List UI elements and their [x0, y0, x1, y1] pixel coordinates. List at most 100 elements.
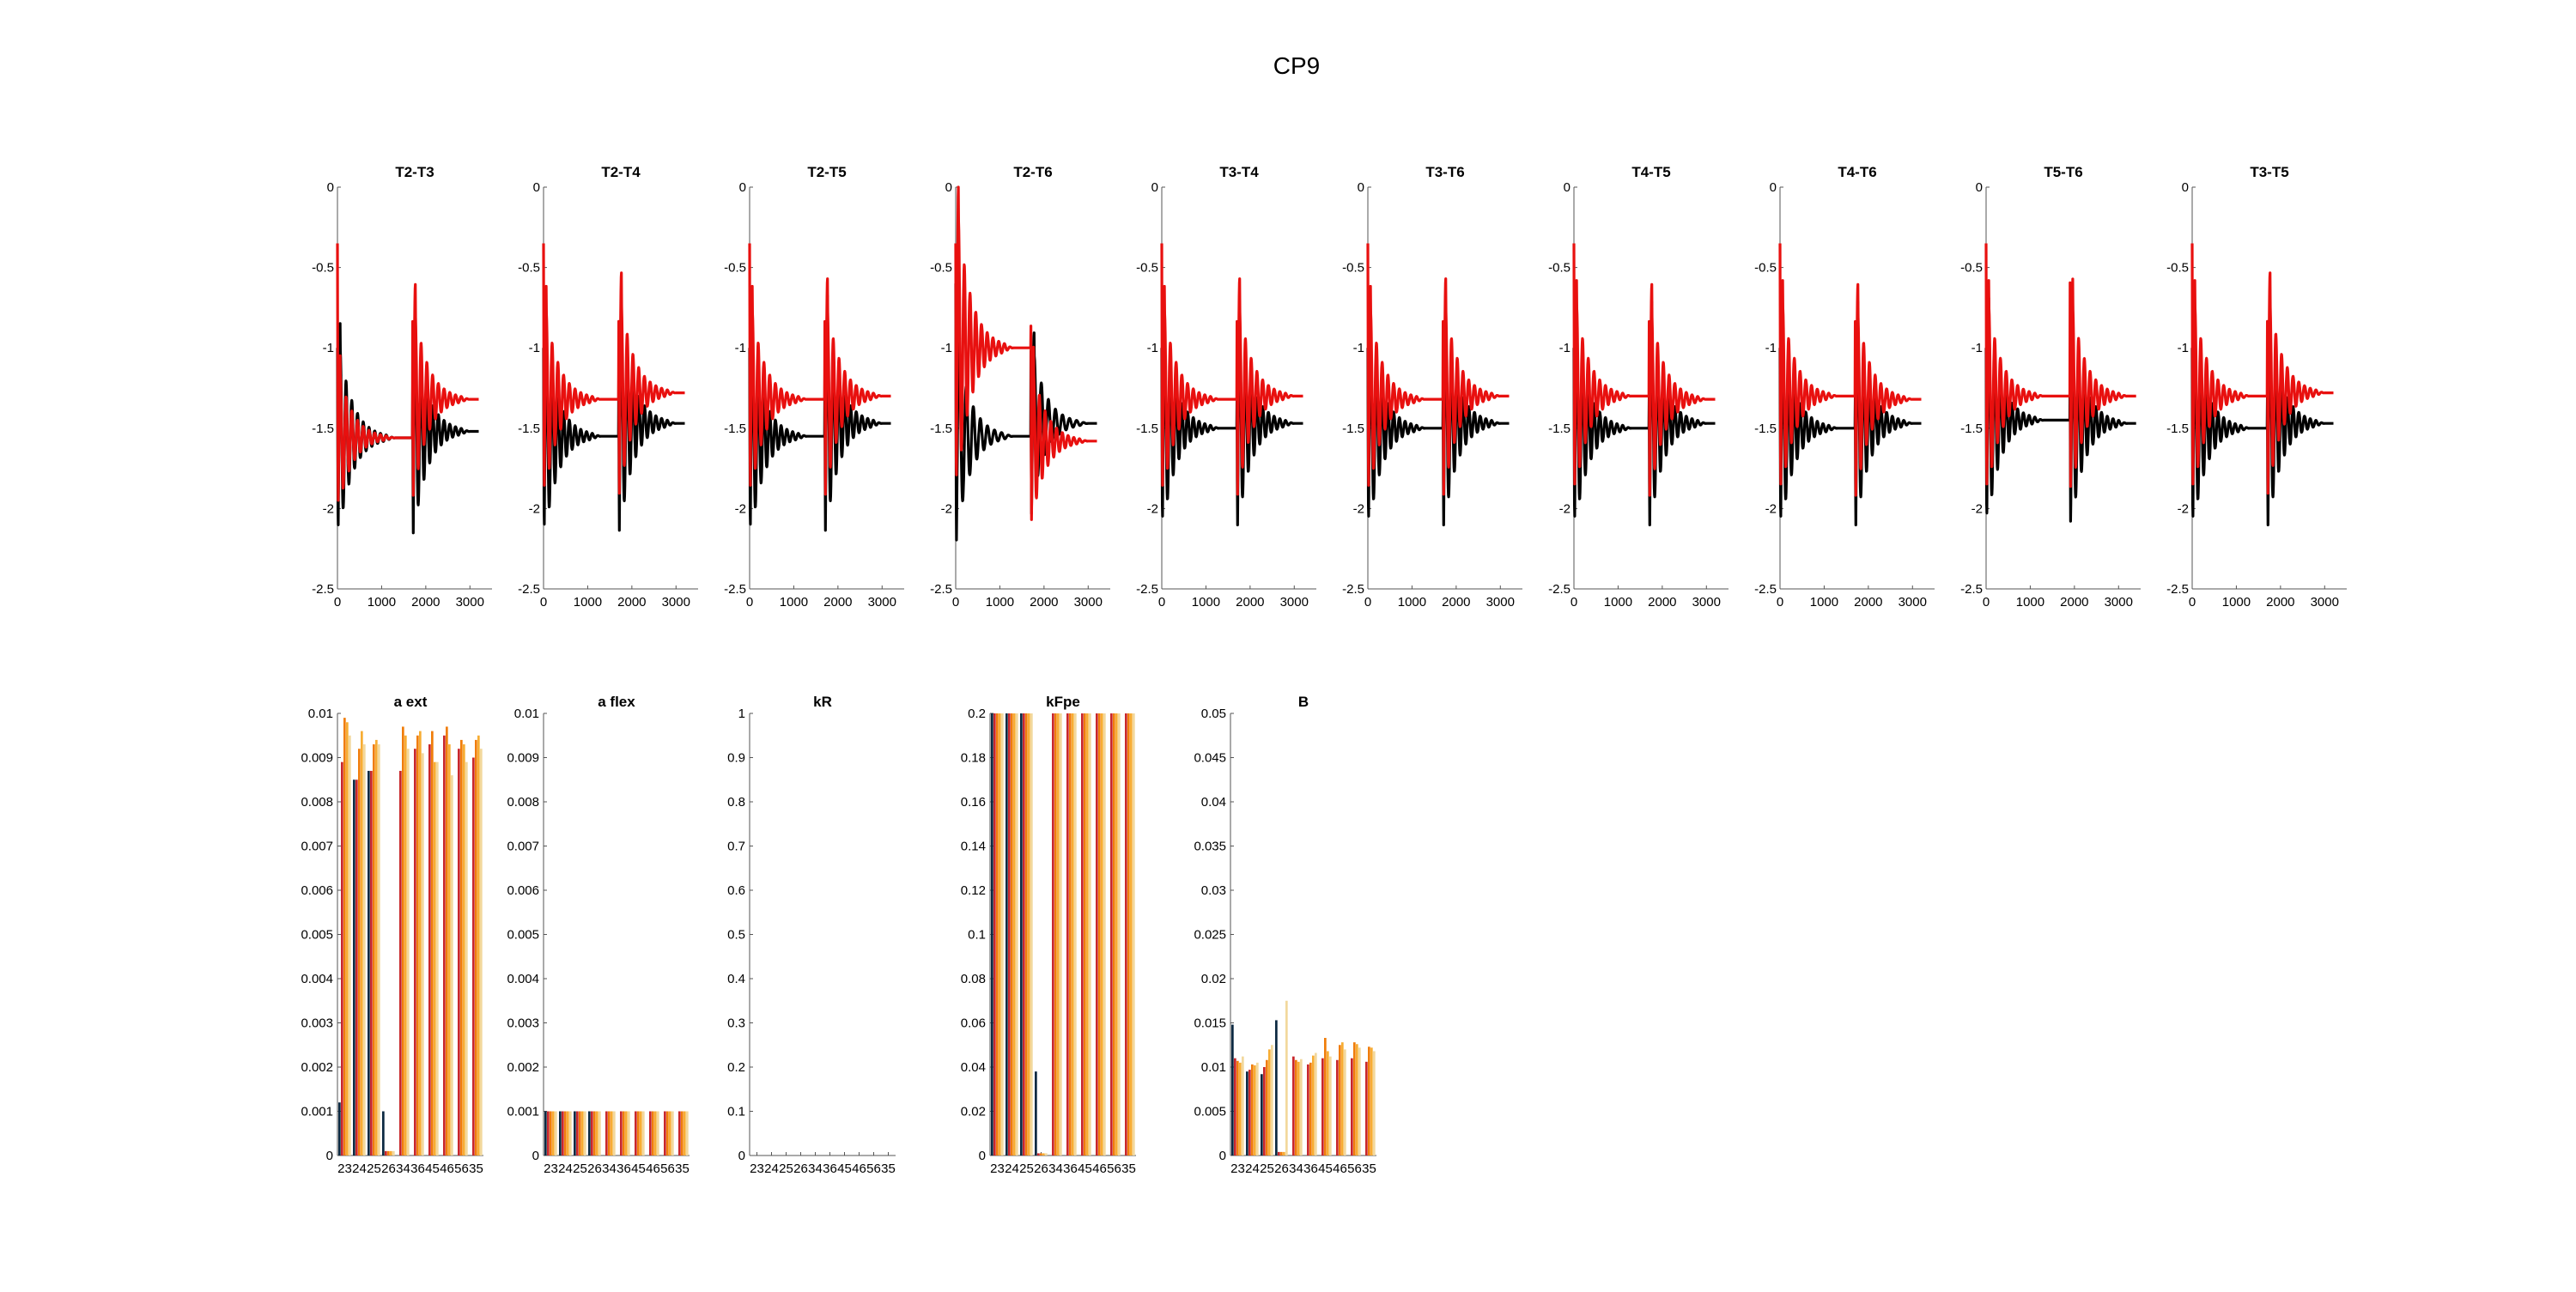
y-tick-label: 0 — [738, 1149, 745, 1163]
y-tick-label: 0 — [1770, 180, 1777, 195]
y-tick-label: 0 — [2182, 180, 2189, 195]
bar — [1246, 1071, 1249, 1156]
x-tick-label: 36 — [823, 1162, 837, 1176]
x-tick-label: 46 — [852, 1162, 866, 1176]
bar — [1103, 713, 1106, 1156]
bar — [640, 1111, 642, 1156]
y-tick-label: -1.5 — [2166, 422, 2189, 436]
bar — [598, 1111, 601, 1156]
bar — [669, 1111, 671, 1156]
bar — [1372, 1051, 1376, 1156]
x-tick-label: 0 — [1571, 595, 1577, 610]
bar — [448, 744, 451, 1156]
x-tick-label: 1000 — [1604, 595, 1632, 610]
x-tick-label: 45 — [1318, 1162, 1333, 1176]
bar — [1309, 1062, 1312, 1156]
bar — [479, 749, 483, 1156]
y-tick-label: 0.4 — [727, 972, 745, 986]
y-tick-label: -2.5 — [1342, 582, 1364, 597]
x-tick-label: 34 — [602, 1162, 617, 1176]
y-tick-label: -1 — [941, 341, 952, 355]
x-tick-label: 1000 — [1398, 595, 1426, 610]
bar — [999, 713, 1001, 1156]
bar — [1295, 1059, 1297, 1156]
bar — [431, 731, 434, 1156]
bar — [996, 713, 999, 1156]
x-tick-label: 2000 — [2060, 595, 2088, 610]
bar — [1084, 713, 1086, 1156]
bar — [678, 1111, 681, 1156]
y-tick-label: -2.5 — [1960, 582, 1983, 597]
bar — [547, 1111, 550, 1156]
bar — [338, 1102, 341, 1156]
subplot-title: T4-T6 — [1838, 164, 1876, 180]
series-red — [1984, 243, 2137, 488]
y-tick-label: -2 — [1147, 501, 1158, 516]
y-tick-label: -1.5 — [724, 422, 746, 436]
y-tick-label: 0.001 — [301, 1105, 333, 1119]
x-tick-label: 45 — [837, 1162, 852, 1176]
x-tick-label: 34 — [396, 1162, 410, 1176]
series-red — [1160, 243, 1304, 496]
bar — [1312, 1055, 1315, 1156]
bar — [472, 757, 475, 1156]
subplot-title: B — [1298, 694, 1309, 710]
y-tick-label: 0.01 — [1201, 1060, 1226, 1075]
bar — [377, 744, 380, 1156]
series-red — [542, 243, 686, 495]
subplot-t3-t6: T3-T60-0.5-1-1.5-2-2.50 1000 2000 3000 — [1342, 164, 1522, 610]
x-tick-label: 46 — [440, 1162, 454, 1176]
bar — [544, 1111, 547, 1156]
bar — [637, 1111, 640, 1156]
y-tick-label: -2 — [1971, 501, 1983, 516]
y-tick-label: -2.5 — [1136, 582, 1158, 597]
series-black — [1572, 300, 1716, 527]
bar — [362, 744, 366, 1156]
bar — [574, 1111, 576, 1156]
series-red — [954, 185, 1098, 521]
x-tick-label: 26 — [1034, 1162, 1048, 1176]
bar — [1066, 713, 1069, 1156]
y-tick-label: 0 — [945, 180, 952, 195]
bar — [355, 779, 358, 1156]
y-tick-label: 0.2 — [727, 1060, 745, 1075]
bar — [608, 1111, 611, 1156]
y-tick-label: 0.008 — [507, 795, 539, 810]
y-tick-label: 0.02 — [1201, 972, 1226, 986]
bar — [1280, 1151, 1283, 1156]
bar — [399, 770, 402, 1156]
bar — [475, 739, 477, 1156]
y-tick-label: -2 — [323, 501, 334, 516]
y-tick-label: -2 — [1765, 501, 1777, 516]
bar — [435, 761, 439, 1156]
bar — [1249, 1070, 1251, 1156]
x-tick-label: 26 — [381, 1162, 396, 1176]
bar — [1042, 1153, 1045, 1156]
x-tick-label: 46 — [1333, 1162, 1347, 1176]
bar — [1088, 713, 1091, 1156]
y-tick-label: 0.005 — [301, 928, 333, 943]
x-tick-label: 0 — [1364, 595, 1371, 610]
y-tick-label: 0.7 — [727, 840, 745, 854]
bar — [419, 731, 422, 1156]
y-tick-label: 0.009 — [507, 751, 539, 766]
y-tick-label: 0.008 — [301, 795, 333, 810]
y-tick-label: -2.5 — [930, 582, 952, 597]
series-black — [1778, 300, 1923, 527]
bar — [1239, 1062, 1242, 1156]
y-tick-label: 0.9 — [727, 751, 745, 766]
bar — [446, 726, 448, 1156]
subplot-title: T5-T6 — [2044, 164, 2082, 180]
bar — [1132, 713, 1135, 1156]
bar — [1101, 713, 1103, 1156]
x-tick-label: 56 — [866, 1162, 881, 1176]
y-tick-label: -1 — [1147, 341, 1158, 355]
x-tick-label: 23 — [544, 1162, 558, 1176]
subplot-kfpe: kFpe 0 0.02 0.04 0.06 0.08 0.1 0.12 0.14 0.16 0.18… — [961, 694, 1136, 1176]
subplot-title: T3-T6 — [1425, 164, 1464, 180]
y-tick-label: -2.5 — [1754, 582, 1777, 597]
y-tick-label: 0 — [1219, 1149, 1226, 1163]
bar — [1011, 713, 1013, 1156]
y-tick-label: 0.002 — [301, 1060, 333, 1075]
bar — [1343, 1049, 1346, 1156]
